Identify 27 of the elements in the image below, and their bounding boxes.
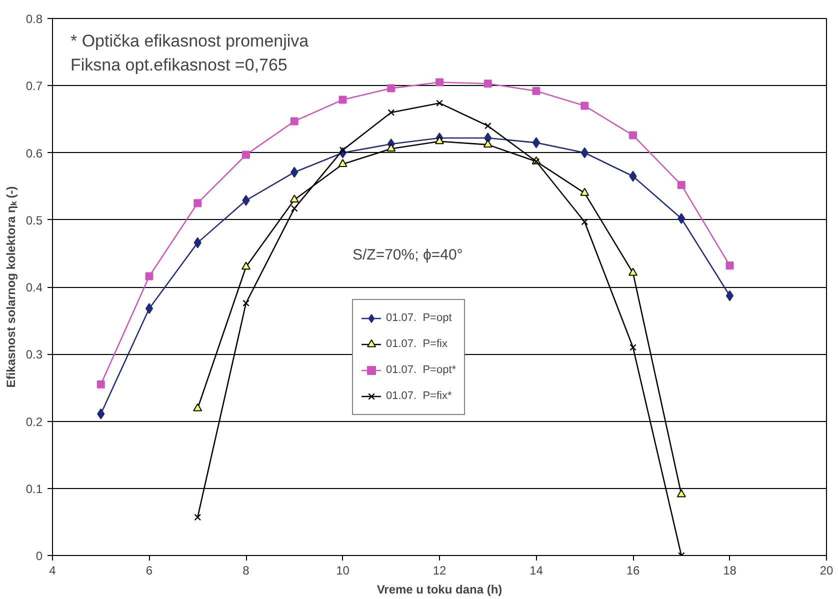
x-tick-label: 8 [242, 564, 250, 578]
x-tick-label: 16 [626, 564, 640, 578]
annotation: Fiksna opt.efikasnost =0,765 [70, 56, 288, 74]
x-axis-title: Vreme u toku dana (h) [376, 582, 502, 596]
y-tick-label: 0.6 [26, 146, 43, 160]
y-tick-label: 0 [36, 549, 43, 563]
y-axis-title: Efikasnost solarnog kolektora ηₖ (-) [4, 186, 18, 388]
x-tick-label: 14 [530, 564, 544, 578]
y-tick-label: 0.4 [26, 280, 43, 294]
y-tick-label: 0.7 [26, 79, 43, 94]
annotation: S/Z=70%; ϕ=40° [352, 246, 463, 264]
legend-label: 01.07. P=opt [386, 312, 452, 324]
y-tick-label: 0.3 [26, 348, 43, 362]
annotation: * Optička efikasnost promenjiva [70, 32, 310, 50]
y-tick-label: 0.1 [26, 482, 43, 496]
x-tick-label: 6 [146, 564, 153, 578]
y-tick-label: 0.5 [26, 213, 43, 228]
legend-label: 01.07. P=fix [386, 338, 448, 350]
legend-label: 01.07. P=fix* [386, 390, 452, 402]
x-tick-label: 12 [432, 564, 446, 578]
y-tick-label: 0.2 [26, 414, 43, 429]
x-tick-label: 20 [820, 564, 834, 578]
x-tick-label: 10 [336, 564, 350, 578]
x-tick-label: 4 [49, 564, 56, 578]
x-tick-label: 18 [723, 564, 737, 578]
y-tick-label: 0.8 [26, 12, 43, 26]
legend-label: 01.07. P=opt* [386, 364, 456, 376]
